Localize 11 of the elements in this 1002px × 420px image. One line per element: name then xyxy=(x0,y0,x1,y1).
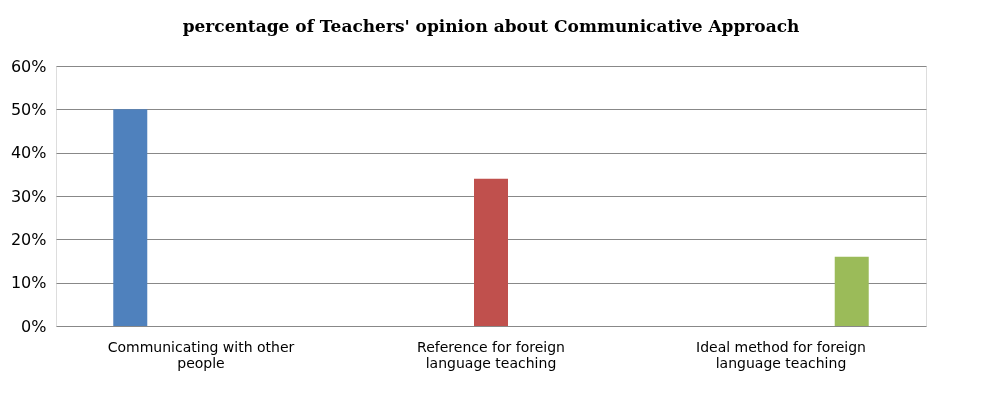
y-tick-label: 20% xyxy=(10,229,47,249)
x-tick-label: Ideal method for foreign language teaching xyxy=(696,338,866,371)
y-tick-label: 30% xyxy=(10,186,47,206)
y-tick-label: 50% xyxy=(10,99,47,119)
y-tick-label: 60% xyxy=(10,56,47,76)
y-tick-label: 40% xyxy=(10,143,47,163)
chart-title: percentage of Teachers' opinion about Communicative Approach xyxy=(182,16,800,36)
y-tick-label: 10% xyxy=(10,273,47,293)
x-tick-label: Communicating with other people xyxy=(107,338,295,371)
x-tick-label: Reference for foreign language teaching xyxy=(417,338,565,371)
y-tick-label: 0% xyxy=(21,316,47,336)
